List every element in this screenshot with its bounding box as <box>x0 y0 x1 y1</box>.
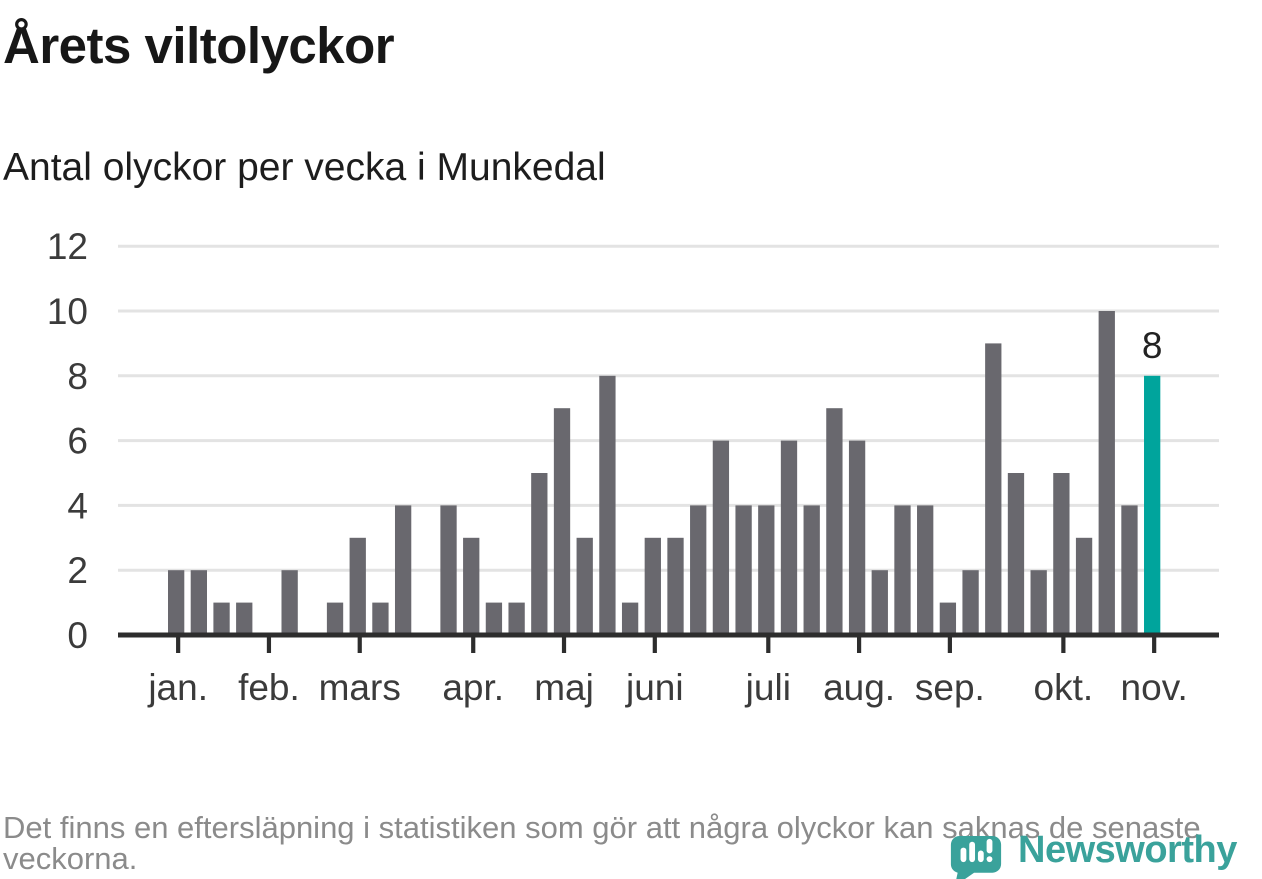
x-axis-tick <box>766 637 771 653</box>
bar <box>735 505 752 635</box>
bar <box>1030 570 1047 635</box>
bar <box>667 537 684 635</box>
bar <box>213 602 230 635</box>
bar <box>803 505 820 635</box>
x-axis-month-label: feb. <box>238 667 300 708</box>
bar <box>894 505 911 635</box>
bar <box>985 343 1002 635</box>
x-axis-tick <box>947 637 952 653</box>
bar <box>168 570 185 635</box>
bar <box>1098 311 1115 635</box>
x-axis-month-label: mars <box>319 667 401 708</box>
bar <box>962 570 979 635</box>
newsworthy-logo-text: Newsworthy <box>1018 829 1237 871</box>
x-axis-month-label: apr. <box>442 667 504 708</box>
x-axis-tick <box>1152 637 1157 653</box>
bar <box>463 537 480 635</box>
y-axis-tick-label: 2 <box>67 550 88 591</box>
x-axis-month-label: juni <box>625 667 684 708</box>
bar <box>599 375 616 635</box>
y-axis-tick-label: 8 <box>67 356 88 397</box>
bar <box>644 537 661 635</box>
footnote-text: Det finns en eftersläpning i statistiken… <box>3 810 1201 876</box>
bar <box>485 602 503 635</box>
bar <box>1007 473 1025 635</box>
bar-chart: 0 2 4 6 8 10 12 jan. feb. mars apr. maj juni juli aug.… <box>47 226 1219 708</box>
x-axis-month-label: jan. <box>147 667 208 708</box>
bar <box>939 602 957 635</box>
x-axis-month-label: juli <box>745 667 791 708</box>
x-axis-tick <box>652 637 657 653</box>
x-axis-tick <box>856 637 862 653</box>
bar <box>848 440 866 635</box>
chart-subtitle: Antal olyckor per vecka i Munkedal <box>3 146 606 189</box>
page-title: Årets viltolyckor <box>3 17 395 74</box>
bar <box>281 570 298 635</box>
x-axis-month-label: okt. <box>1034 667 1094 708</box>
bar <box>780 440 798 635</box>
x-axis-month-label: sep. <box>915 667 985 708</box>
x-axis-tick <box>471 637 476 653</box>
bar <box>690 505 707 635</box>
x-axis-month-label: maj <box>534 667 594 708</box>
newsworthy-logo-icon <box>950 836 1002 879</box>
bar <box>190 570 207 635</box>
bar <box>1053 473 1070 635</box>
x-axis-tick <box>357 637 362 653</box>
bar <box>349 537 366 635</box>
bar <box>372 602 389 635</box>
bar <box>758 505 775 635</box>
newsworthy-logo: Newsworthy <box>950 829 1237 879</box>
y-axis-tick-label: 0 <box>67 615 88 656</box>
bar <box>576 537 593 635</box>
bar <box>826 408 843 635</box>
x-axis-month-label: nov. <box>1121 667 1188 708</box>
y-axis-tick-label: 6 <box>67 421 88 462</box>
bar <box>553 408 571 635</box>
bar <box>394 505 412 635</box>
y-axis-tick-label: 10 <box>47 291 88 332</box>
bar <box>508 602 525 635</box>
y-axis-tick-label: 4 <box>67 485 88 526</box>
bar <box>236 602 253 635</box>
x-axis-month-label: aug. <box>823 667 895 708</box>
bar <box>326 602 344 635</box>
bar <box>621 602 639 635</box>
x-axis-tick <box>561 637 567 653</box>
bar-highlighted <box>1144 375 1161 635</box>
bar <box>712 440 730 635</box>
bar <box>1121 505 1138 635</box>
bar <box>440 505 457 635</box>
x-axis-tick <box>176 637 181 653</box>
y-axis-tick-label: 12 <box>47 226 88 267</box>
x-axis-tick <box>266 637 272 653</box>
x-axis-line <box>118 632 1219 638</box>
bar <box>531 473 548 635</box>
bar <box>1075 537 1093 635</box>
bar <box>871 570 888 635</box>
bar <box>917 505 934 635</box>
x-axis-tick <box>1061 637 1066 653</box>
bar-value-annotation: 8 <box>1142 325 1163 366</box>
